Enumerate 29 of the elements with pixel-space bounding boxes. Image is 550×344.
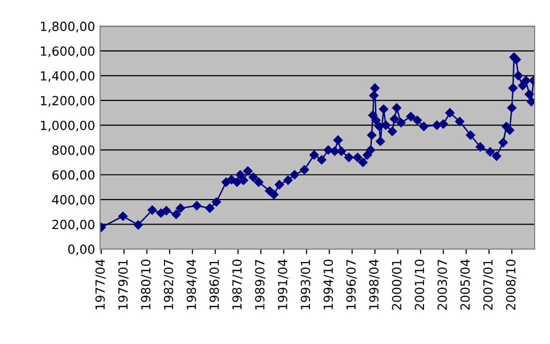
- x-tick-label: 2003/07: [438, 260, 448, 310]
- y-tick-label: 200,00: [52, 220, 94, 230]
- y-tick-label: 1,200,00: [40, 96, 94, 107]
- y-tick-label: 1,400,00: [40, 71, 94, 82]
- y-tick-label: 1,800,00: [40, 22, 94, 32]
- x-tick-label: 1986/01: [209, 260, 220, 310]
- x-tick-label: 1987/10: [232, 260, 243, 310]
- x-tick-label: 1998/04: [369, 259, 380, 310]
- x-tick-label: 2007/01: [483, 260, 494, 310]
- x-tick-label: 2001/10: [414, 260, 426, 310]
- x-tick-label: 1996/07: [346, 260, 357, 310]
- x-tick-label: 1993/01: [300, 260, 312, 310]
- x-tick-label: 2005/04: [460, 259, 471, 310]
- x-tick-label: 2000/01: [392, 260, 402, 310]
- x-tick-label: 2008/10: [506, 260, 516, 310]
- x-tick-label: 1982/07: [164, 260, 174, 310]
- x-tick-label: 1980/10: [141, 260, 152, 310]
- x-tick-label: 1989/07: [255, 260, 266, 310]
- x-tick-label: 1977/04: [95, 259, 106, 310]
- x-tick-label: 1979/01: [118, 260, 129, 310]
- x-tick-label: 1994/10: [323, 260, 334, 310]
- x-tick-label: 1991/04: [278, 259, 288, 310]
- y-tick-label: 1,000,00: [40, 120, 94, 132]
- y-tick-label: 1,600,00: [40, 46, 94, 58]
- y-tick-label: 600,00: [52, 170, 94, 181]
- y-tick-label: 400,00: [52, 194, 94, 206]
- y-tick-label: 800,00: [52, 145, 94, 156]
- y-tick-label: 0,00: [68, 244, 94, 256]
- x-tick-label: 1984/04: [186, 259, 198, 310]
